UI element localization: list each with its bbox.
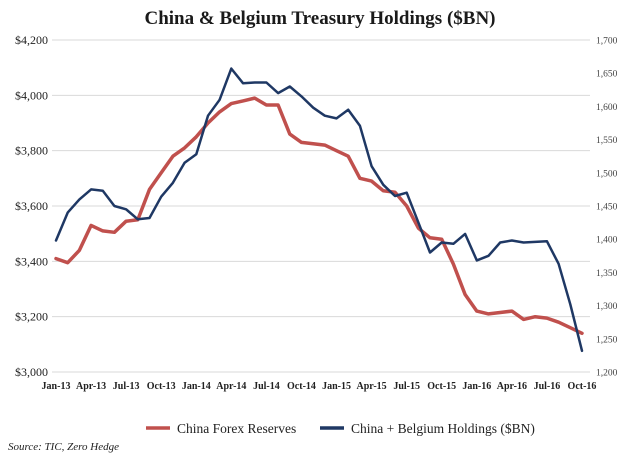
- x-tick-label: Oct-15: [427, 381, 456, 392]
- series-line-china-belgium: [54, 67, 584, 353]
- x-tick-label: Apr-15: [357, 381, 387, 392]
- y-right-tick-label: 1,550: [596, 136, 618, 146]
- y-left-tick-label: $4,000: [15, 88, 48, 102]
- right-axis: 1,200 1,250 1,300 1,350 1,400 1,450 1,500 1,550…: [596, 37, 618, 379]
- y-left-tick-label: $3,200: [15, 310, 48, 324]
- y-left-tick-label: $3,800: [15, 144, 48, 158]
- x-axis: Jan-13 Apr-13 Jul-13 Oct-13 Jan-14 Apr-14 Jul-…: [42, 381, 597, 392]
- x-tick-label: Oct-14: [287, 381, 316, 392]
- x-tick-label: Apr-14: [216, 381, 246, 392]
- x-tick-label: Jan-15: [322, 381, 351, 392]
- x-tick-label: Jan-13: [42, 381, 71, 392]
- y-right-tick-label: 1,400: [596, 236, 618, 246]
- source-note: Source: TIC, Zero Hedge: [8, 441, 119, 453]
- x-tick-label: Apr-13: [76, 381, 106, 392]
- y-left-tick-label: $3,000: [15, 365, 48, 379]
- x-tick-label: Oct-13: [147, 381, 176, 392]
- y-left-tick-label: $3,400: [15, 254, 48, 268]
- x-tick-label: Oct-16: [568, 381, 597, 392]
- x-tick-label: Jan-14: [182, 381, 211, 392]
- y-right-tick-label: 1,600: [596, 103, 618, 113]
- x-tick-label: Jul-15: [393, 381, 420, 392]
- y-left-tick-label: $4,200: [15, 33, 48, 47]
- x-tick-label: Jul-16: [534, 381, 561, 392]
- left-axis: $3,000 $3,200 $3,400 $3,600 $3,800 $4,000 $4,2…: [15, 33, 48, 379]
- y-right-tick-label: 1,350: [596, 269, 618, 279]
- series-layer: [54, 67, 584, 353]
- grid: [52, 39, 590, 373]
- y-right-tick-label: 1,650: [596, 70, 618, 80]
- x-tick-label: Jul-13: [113, 381, 140, 392]
- legend: China Forex Reserves China + Belgium Hol…: [146, 421, 535, 436]
- x-tick-label: Apr-16: [497, 381, 527, 392]
- chart-title: China & Belgium Treasury Holdings ($BN): [144, 8, 495, 29]
- legend-label-china-belgium: China + Belgium Holdings ($BN): [351, 421, 535, 436]
- x-tick-label: Jul-14: [253, 381, 280, 392]
- x-tick-label: Jan-16: [462, 381, 491, 392]
- y-right-tick-label: 1,250: [596, 335, 618, 345]
- y-left-tick-label: $3,600: [15, 199, 48, 213]
- y-right-tick-label: 1,200: [596, 369, 618, 379]
- y-right-tick-label: 1,500: [596, 169, 618, 179]
- y-right-tick-label: 1,450: [596, 203, 618, 213]
- y-right-tick-label: 1,700: [596, 37, 618, 47]
- y-right-tick-label: 1,300: [596, 302, 618, 312]
- series-line-china-forex: [54, 96, 584, 336]
- legend-label-china-forex: China Forex Reserves: [177, 421, 296, 436]
